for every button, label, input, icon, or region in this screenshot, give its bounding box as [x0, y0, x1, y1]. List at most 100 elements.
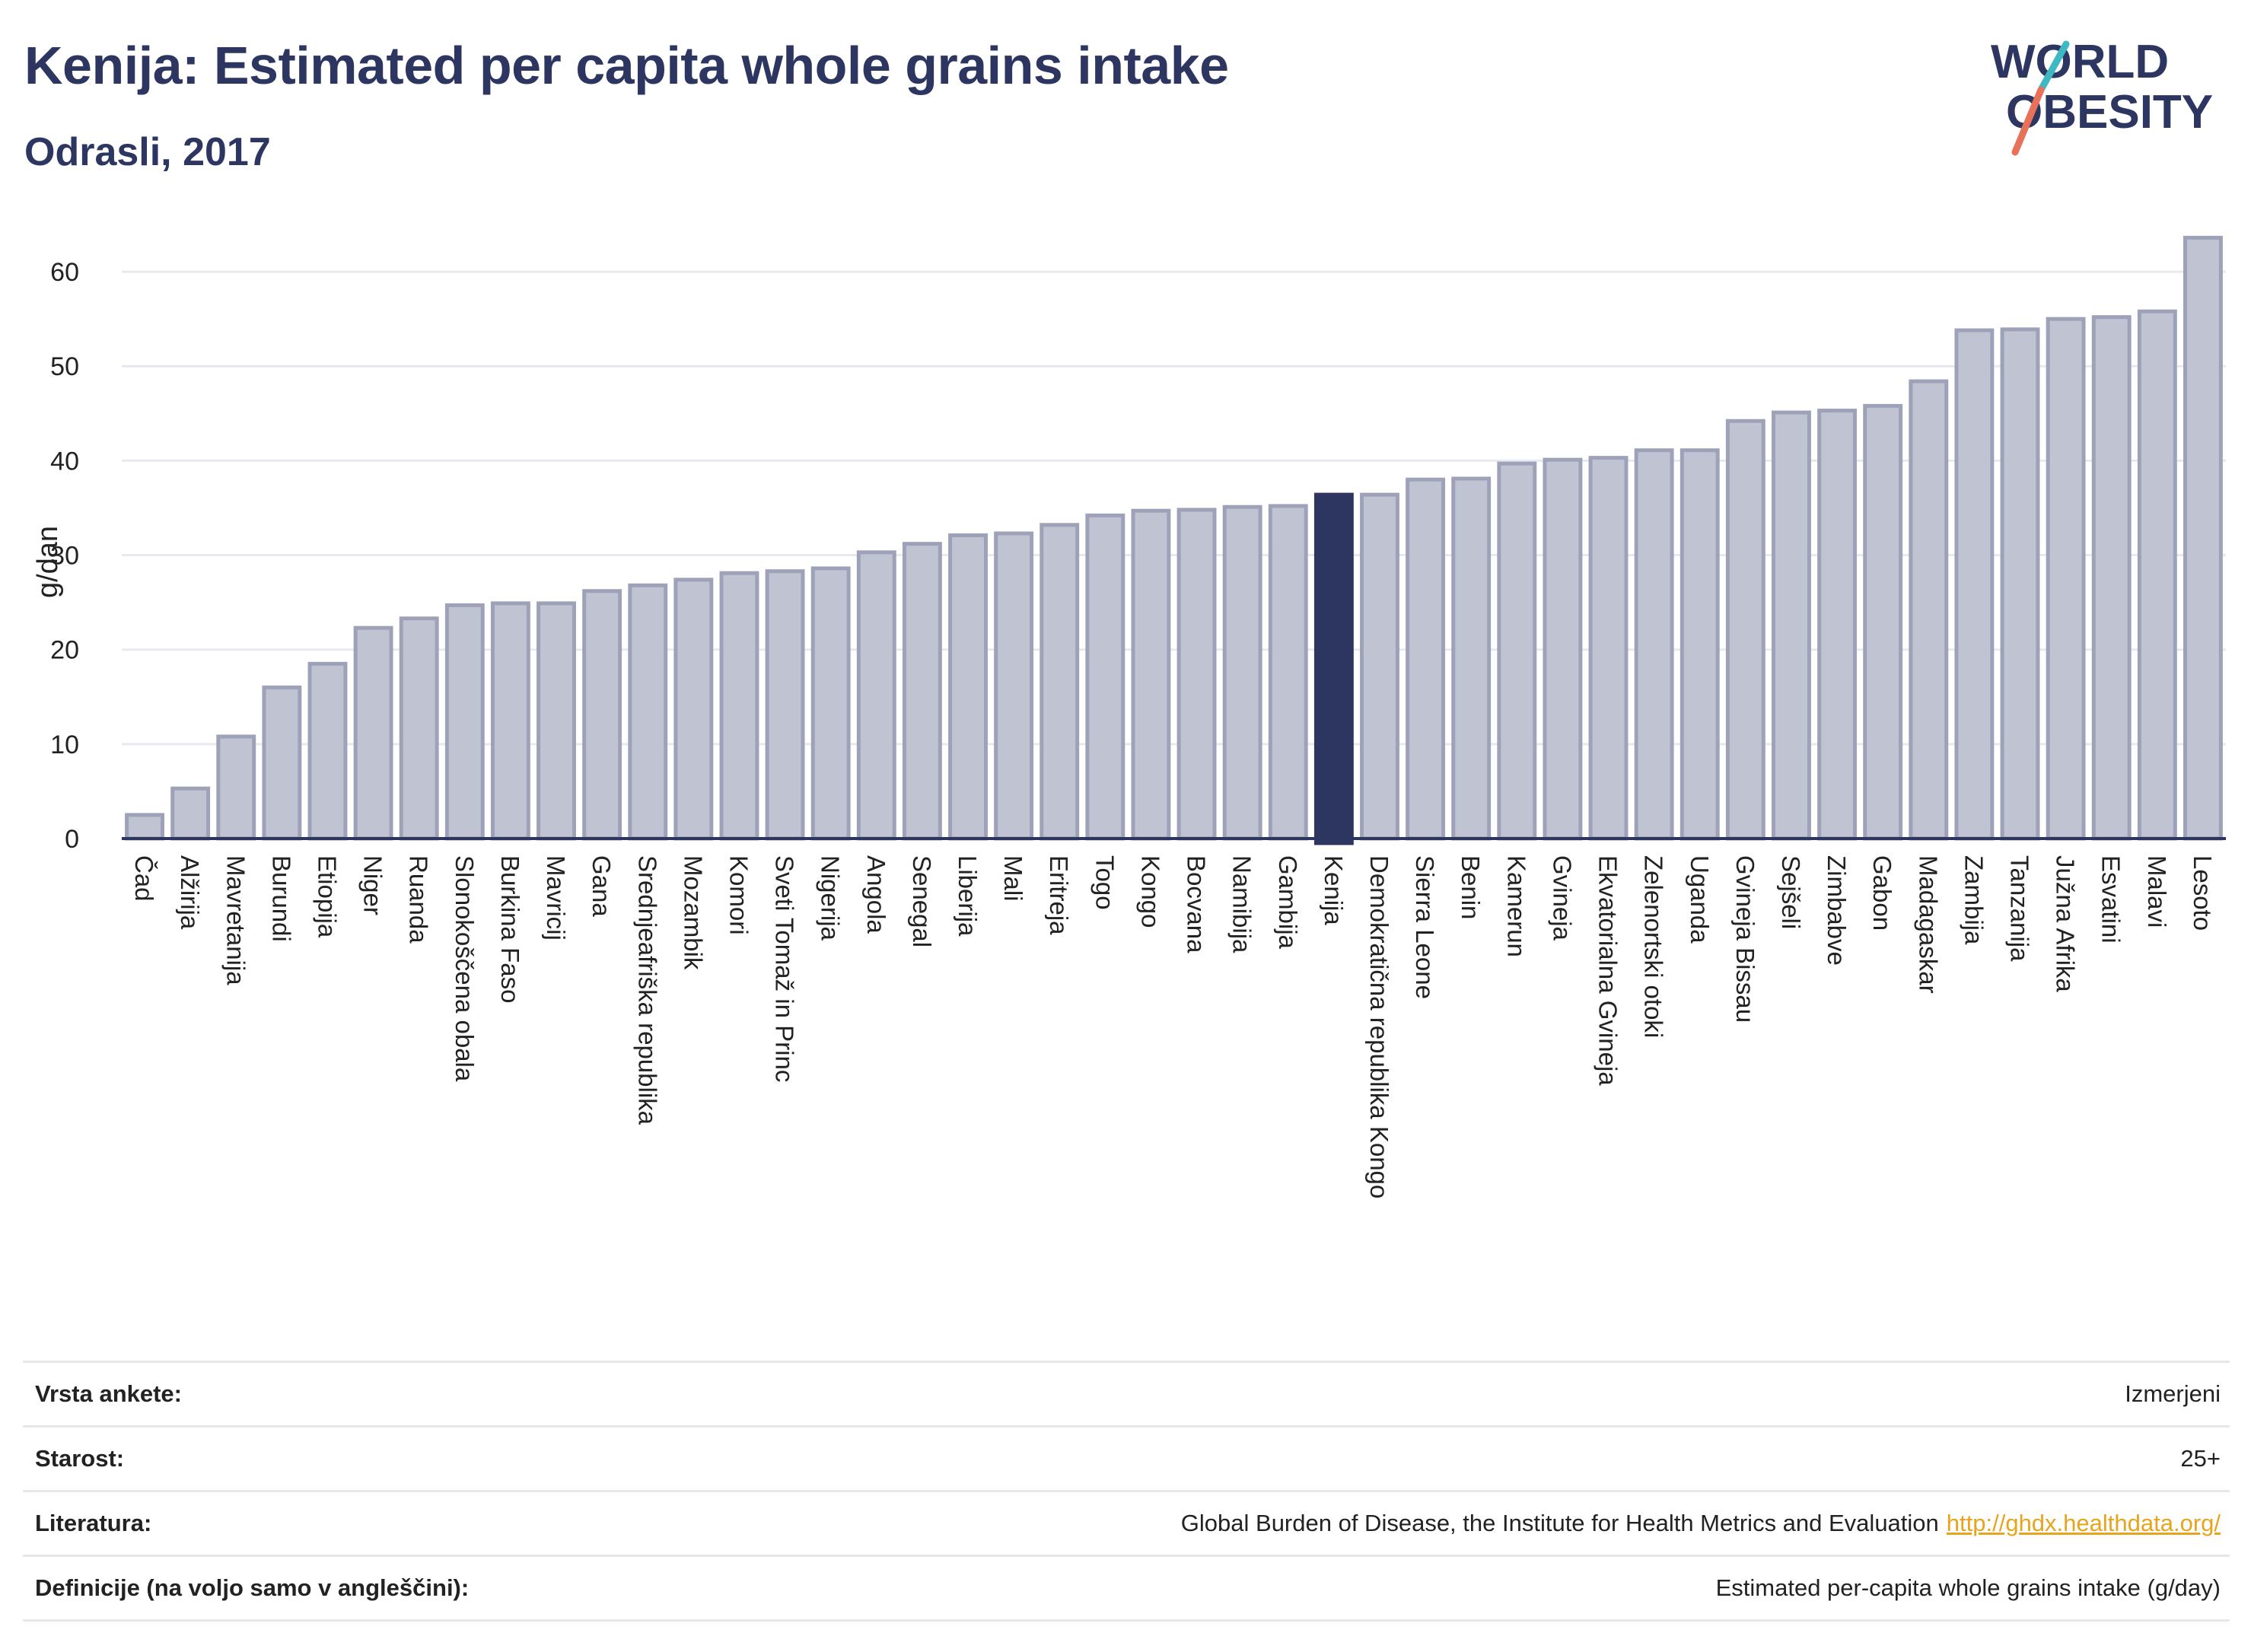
- metadata-label: Starost:: [35, 1445, 125, 1472]
- bar: [1497, 461, 1537, 841]
- x-tick-label: Togo: [1090, 855, 1119, 910]
- chart-title: Kenija: Estimated per capita whole grain…: [24, 36, 1229, 95]
- x-tick-label: Mavricij: [542, 855, 570, 941]
- bar-chart: 0 10 20 30 40 50 60 Čad Alžirija Mavretanija Buru…: [32, 235, 2226, 1198]
- bar: [2137, 309, 2177, 841]
- x-tick-label: Mali: [999, 855, 1027, 902]
- x-tick-label: Južna Afrika: [2052, 855, 2080, 992]
- y-tick-label: 0: [65, 825, 79, 854]
- bar: [2183, 235, 2223, 841]
- logo-slash-teal: [2037, 40, 2070, 94]
- bar: [444, 603, 485, 841]
- metadata-table: Vrsta ankete: Izmerjeni Starost: 25+ Lit…: [23, 1361, 2230, 1622]
- y-axis-title: g/dan: [32, 526, 64, 598]
- x-tick-label: Sierra Leone: [1411, 855, 1439, 999]
- x-tick-label: Burundi: [267, 855, 295, 942]
- x-tick-label: Uganda: [1686, 855, 1714, 944]
- bar: [856, 550, 896, 841]
- bar: [1085, 513, 1126, 841]
- x-tick-label: Burkina Faso: [496, 855, 524, 1003]
- bar: [2091, 315, 2132, 841]
- metadata-label: Literatura:: [35, 1510, 152, 1536]
- source-link[interactable]: http://ghdx.healthdata.org/: [1946, 1510, 2221, 1536]
- metadata-row-age: Starost: 25+: [23, 1425, 2230, 1490]
- bar: [353, 625, 393, 841]
- x-tick-label: Demokratična republika Kongo: [1365, 855, 1393, 1198]
- bar: [628, 583, 668, 841]
- bar: [307, 661, 348, 841]
- bar: [1543, 457, 1583, 841]
- bar: [1131, 508, 1171, 841]
- y-tick-label: 20: [50, 636, 79, 665]
- bar: [2046, 317, 2086, 841]
- x-tick-label: Gabon: [1868, 855, 1896, 931]
- bar: [719, 571, 759, 841]
- x-tick-label: Zimbabve: [1823, 855, 1851, 966]
- bar: [1588, 456, 1629, 841]
- bar: [810, 566, 851, 841]
- bar: [170, 786, 211, 841]
- y-tick-label: 40: [50, 447, 79, 476]
- metadata-value: Estimated per-capita whole grains intake…: [1715, 1574, 2221, 1601]
- logo-text-world: WORLD: [1991, 38, 2169, 88]
- bar: [1679, 448, 1720, 841]
- metadata-value: Global Burden of Disease, the Institute …: [1181, 1510, 2230, 1537]
- x-tick-label: Angola: [862, 855, 890, 934]
- world-obesity-logo: WORLD OBESITY: [1991, 38, 2213, 156]
- x-tick-label: Tanzanija: [2006, 855, 2034, 962]
- x-tick-label: Komori: [724, 855, 753, 935]
- x-tick-label: Lesoto: [2189, 855, 2217, 931]
- bar: [262, 685, 302, 841]
- bar-highlight: [1313, 492, 1354, 845]
- x-tick-label: Gvineja Bissau: [1731, 855, 1759, 1023]
- bar: [1817, 409, 1858, 841]
- x-tick-label: Gambija: [1274, 855, 1302, 950]
- x-tick-label: Mavretanija: [221, 855, 250, 985]
- bar: [902, 542, 942, 841]
- bar: [1268, 504, 1308, 841]
- bar: [1222, 505, 1262, 841]
- x-tick-label: Esvatini: [2097, 855, 2125, 944]
- bar: [1634, 448, 1674, 841]
- y-tick-label: 50: [50, 352, 79, 381]
- x-tick-label: Ruanda: [405, 855, 433, 944]
- bar: [1772, 410, 1811, 841]
- bar: [1863, 403, 1903, 841]
- x-tick-label: Zelenortski otoki: [1640, 855, 1668, 1038]
- metadata-row-definition: Definicije (na voljo samo v angleščini):…: [23, 1555, 2230, 1622]
- x-axis-labels: Čad Alžirija Mavretanija Burundi Etiopija Nig…: [130, 855, 2217, 1198]
- x-tick-label: Sveti Tomaž in Princ: [771, 855, 799, 1082]
- metadata-row-survey-type: Vrsta ankete: Izmerjeni: [23, 1361, 2230, 1425]
- bar: [1451, 476, 1492, 841]
- metadata-value: Izmerjeni: [2125, 1380, 2221, 1407]
- metadata-row-literature: Literatura: Global Burden of Disease, th…: [23, 1490, 2230, 1555]
- x-tick-label: Etiopija: [313, 855, 341, 938]
- x-tick-label: Madagaskar: [1914, 855, 1942, 994]
- y-axis-ticks: 0 10 20 30 40 50 60: [50, 258, 79, 854]
- bar: [216, 734, 256, 841]
- bar: [1176, 508, 1217, 841]
- bar: [399, 616, 439, 841]
- x-tick-label: Ekvatorialna Gvineja: [1594, 855, 1622, 1086]
- bar: [1040, 523, 1080, 841]
- x-tick-label: Sejšeli: [1777, 855, 1805, 929]
- x-tick-label: Kenija: [1320, 855, 1348, 925]
- x-tick-label: Eritreja: [1045, 855, 1073, 935]
- x-tick-label: Senegal: [908, 855, 936, 947]
- bar: [1725, 419, 1765, 841]
- bar: [765, 569, 805, 841]
- x-tick-label: Benin: [1457, 855, 1485, 919]
- y-tick-label: 30: [50, 542, 79, 571]
- x-tick-label: Kongo: [1136, 855, 1164, 928]
- x-tick-label: Kamerun: [1502, 855, 1530, 957]
- bar: [673, 578, 714, 841]
- metadata-label: Vrsta ankete:: [35, 1380, 182, 1407]
- metadata-label: Definicije (na voljo samo v angleščini):: [35, 1574, 470, 1601]
- bar: [125, 813, 164, 841]
- bar: [1360, 492, 1399, 841]
- bar: [1909, 379, 1949, 841]
- x-tick-label: Gana: [587, 855, 616, 917]
- bar: [1954, 328, 1995, 841]
- x-tick-label: Slonokoščena obala: [451, 855, 479, 1082]
- bar: [948, 533, 988, 841]
